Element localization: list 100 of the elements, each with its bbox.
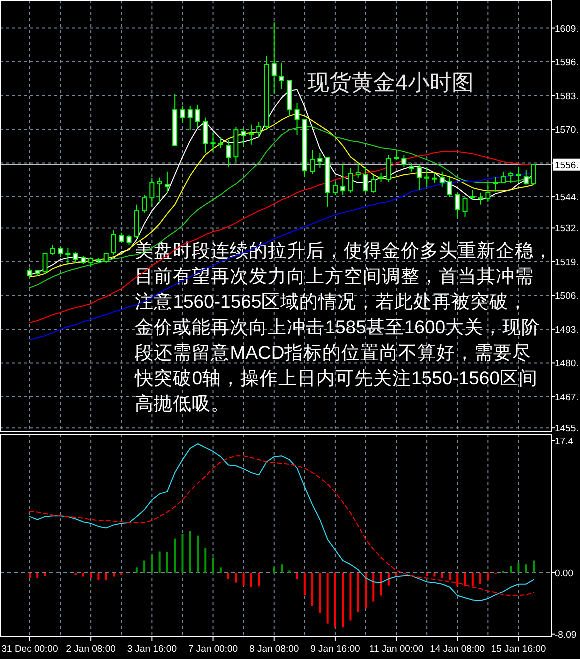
bar — [388, 572, 390, 586]
bar — [113, 572, 115, 577]
candlestick — [340, 164, 346, 196]
bar — [258, 572, 260, 587]
bar — [396, 572, 398, 576]
bar — [380, 572, 382, 596]
bar — [456, 572, 459, 587]
candlestick — [386, 154, 392, 182]
y-tick-label: 1583. — [555, 91, 579, 102]
candlestick — [50, 244, 56, 256]
candlestick — [188, 105, 193, 131]
bar — [342, 572, 344, 628]
bar — [480, 572, 482, 584]
bar — [372, 572, 375, 602]
candlestick — [310, 150, 316, 174]
bar — [319, 572, 322, 614]
y-tick-label: 0.00 — [555, 568, 574, 580]
candlestick — [493, 176, 498, 192]
candlestick — [524, 170, 529, 186]
bar — [426, 572, 428, 576]
candlestick — [66, 247, 71, 266]
y-tick-label: 1455. — [555, 424, 579, 435]
candlestick — [508, 171, 514, 184]
x-tick-label: 14 Jan 08:00 — [430, 644, 486, 655]
candlestick — [402, 154, 407, 168]
bar — [36, 572, 39, 578]
bar — [449, 572, 451, 581]
candlestick — [196, 104, 200, 128]
y-tick-label: 1519. — [555, 257, 579, 268]
candlestick — [332, 181, 338, 196]
bar — [197, 536, 199, 573]
candlestick — [356, 162, 361, 178]
candlestick — [88, 256, 94, 268]
candlestick — [378, 172, 384, 182]
bar — [296, 572, 298, 580]
candlestick — [157, 177, 162, 204]
annotation: 金价或能再次向上冲击1585甚至1600大关，现阶 — [135, 316, 541, 338]
annotation: 高抛低吸。 — [135, 393, 230, 414]
candlestick — [432, 172, 438, 184]
candlestick — [500, 171, 506, 184]
x-tick-label: 3 Jan 16:00 — [127, 644, 178, 655]
x-tick-label: 11 Jan 00:00 — [369, 644, 424, 655]
bar — [44, 572, 46, 576]
candlestick — [73, 252, 78, 264]
bar — [166, 552, 168, 573]
bar — [105, 572, 108, 581]
bar — [525, 564, 528, 573]
bar — [441, 572, 444, 578]
bar — [235, 572, 238, 583]
bar — [334, 572, 336, 628]
annotation: 段还需留意MACD指标的位置尚不算好，需要尽 — [135, 342, 532, 363]
y-tick-label: 1467. — [555, 392, 579, 404]
candlestick — [150, 177, 155, 208]
bar — [220, 568, 222, 573]
y-tick-label: 1480. — [555, 358, 579, 370]
candlestick — [532, 164, 536, 186]
bar — [365, 572, 367, 609]
candlestick — [218, 136, 224, 148]
candlestick — [294, 102, 300, 136]
candlestick — [470, 190, 476, 200]
bar — [312, 572, 314, 606]
bar — [90, 572, 92, 578]
x-tick-label: 2 Jan 08:00 — [66, 644, 116, 655]
annotation: 快突破0轴，操作上日内可先关注1550-1560区间 — [134, 368, 538, 388]
candlestick — [272, 22, 277, 94]
bar — [472, 572, 474, 587]
bar — [151, 554, 154, 573]
bar — [350, 572, 352, 621]
bar — [281, 564, 283, 573]
bar — [212, 558, 214, 573]
bar — [98, 572, 100, 581]
bar — [250, 572, 252, 588]
y-tick-label: 17.4 — [555, 436, 574, 448]
y-tick-label: 1544. — [555, 192, 579, 204]
bar — [189, 531, 192, 573]
y-tick-label: 1532. — [555, 224, 579, 235]
candlestick — [448, 176, 452, 198]
candlestick — [104, 252, 109, 264]
candlestick — [424, 166, 430, 188]
bar — [518, 563, 520, 573]
candlestick — [226, 139, 232, 168]
bar — [29, 572, 31, 578]
bar — [182, 534, 184, 573]
candlestick — [142, 194, 148, 214]
bar — [120, 572, 123, 576]
candlestick — [180, 105, 186, 123]
x-tick-label: 8 Jan 08:00 — [250, 644, 300, 655]
candlestick — [462, 196, 468, 218]
y-tick-label: 1609. — [555, 24, 579, 35]
bar — [204, 548, 207, 573]
bar — [174, 538, 176, 573]
candlestick — [58, 246, 64, 258]
candlestick — [394, 150, 400, 160]
candlestick — [364, 166, 368, 194]
bar — [464, 572, 466, 587]
candlestick — [486, 182, 491, 202]
bar — [136, 568, 138, 573]
candlestick — [241, 127, 246, 148]
x-tick-label: 31 Dec 00:00 — [2, 644, 58, 655]
x-tick-label: 15 Jan 16:00 — [491, 644, 546, 655]
